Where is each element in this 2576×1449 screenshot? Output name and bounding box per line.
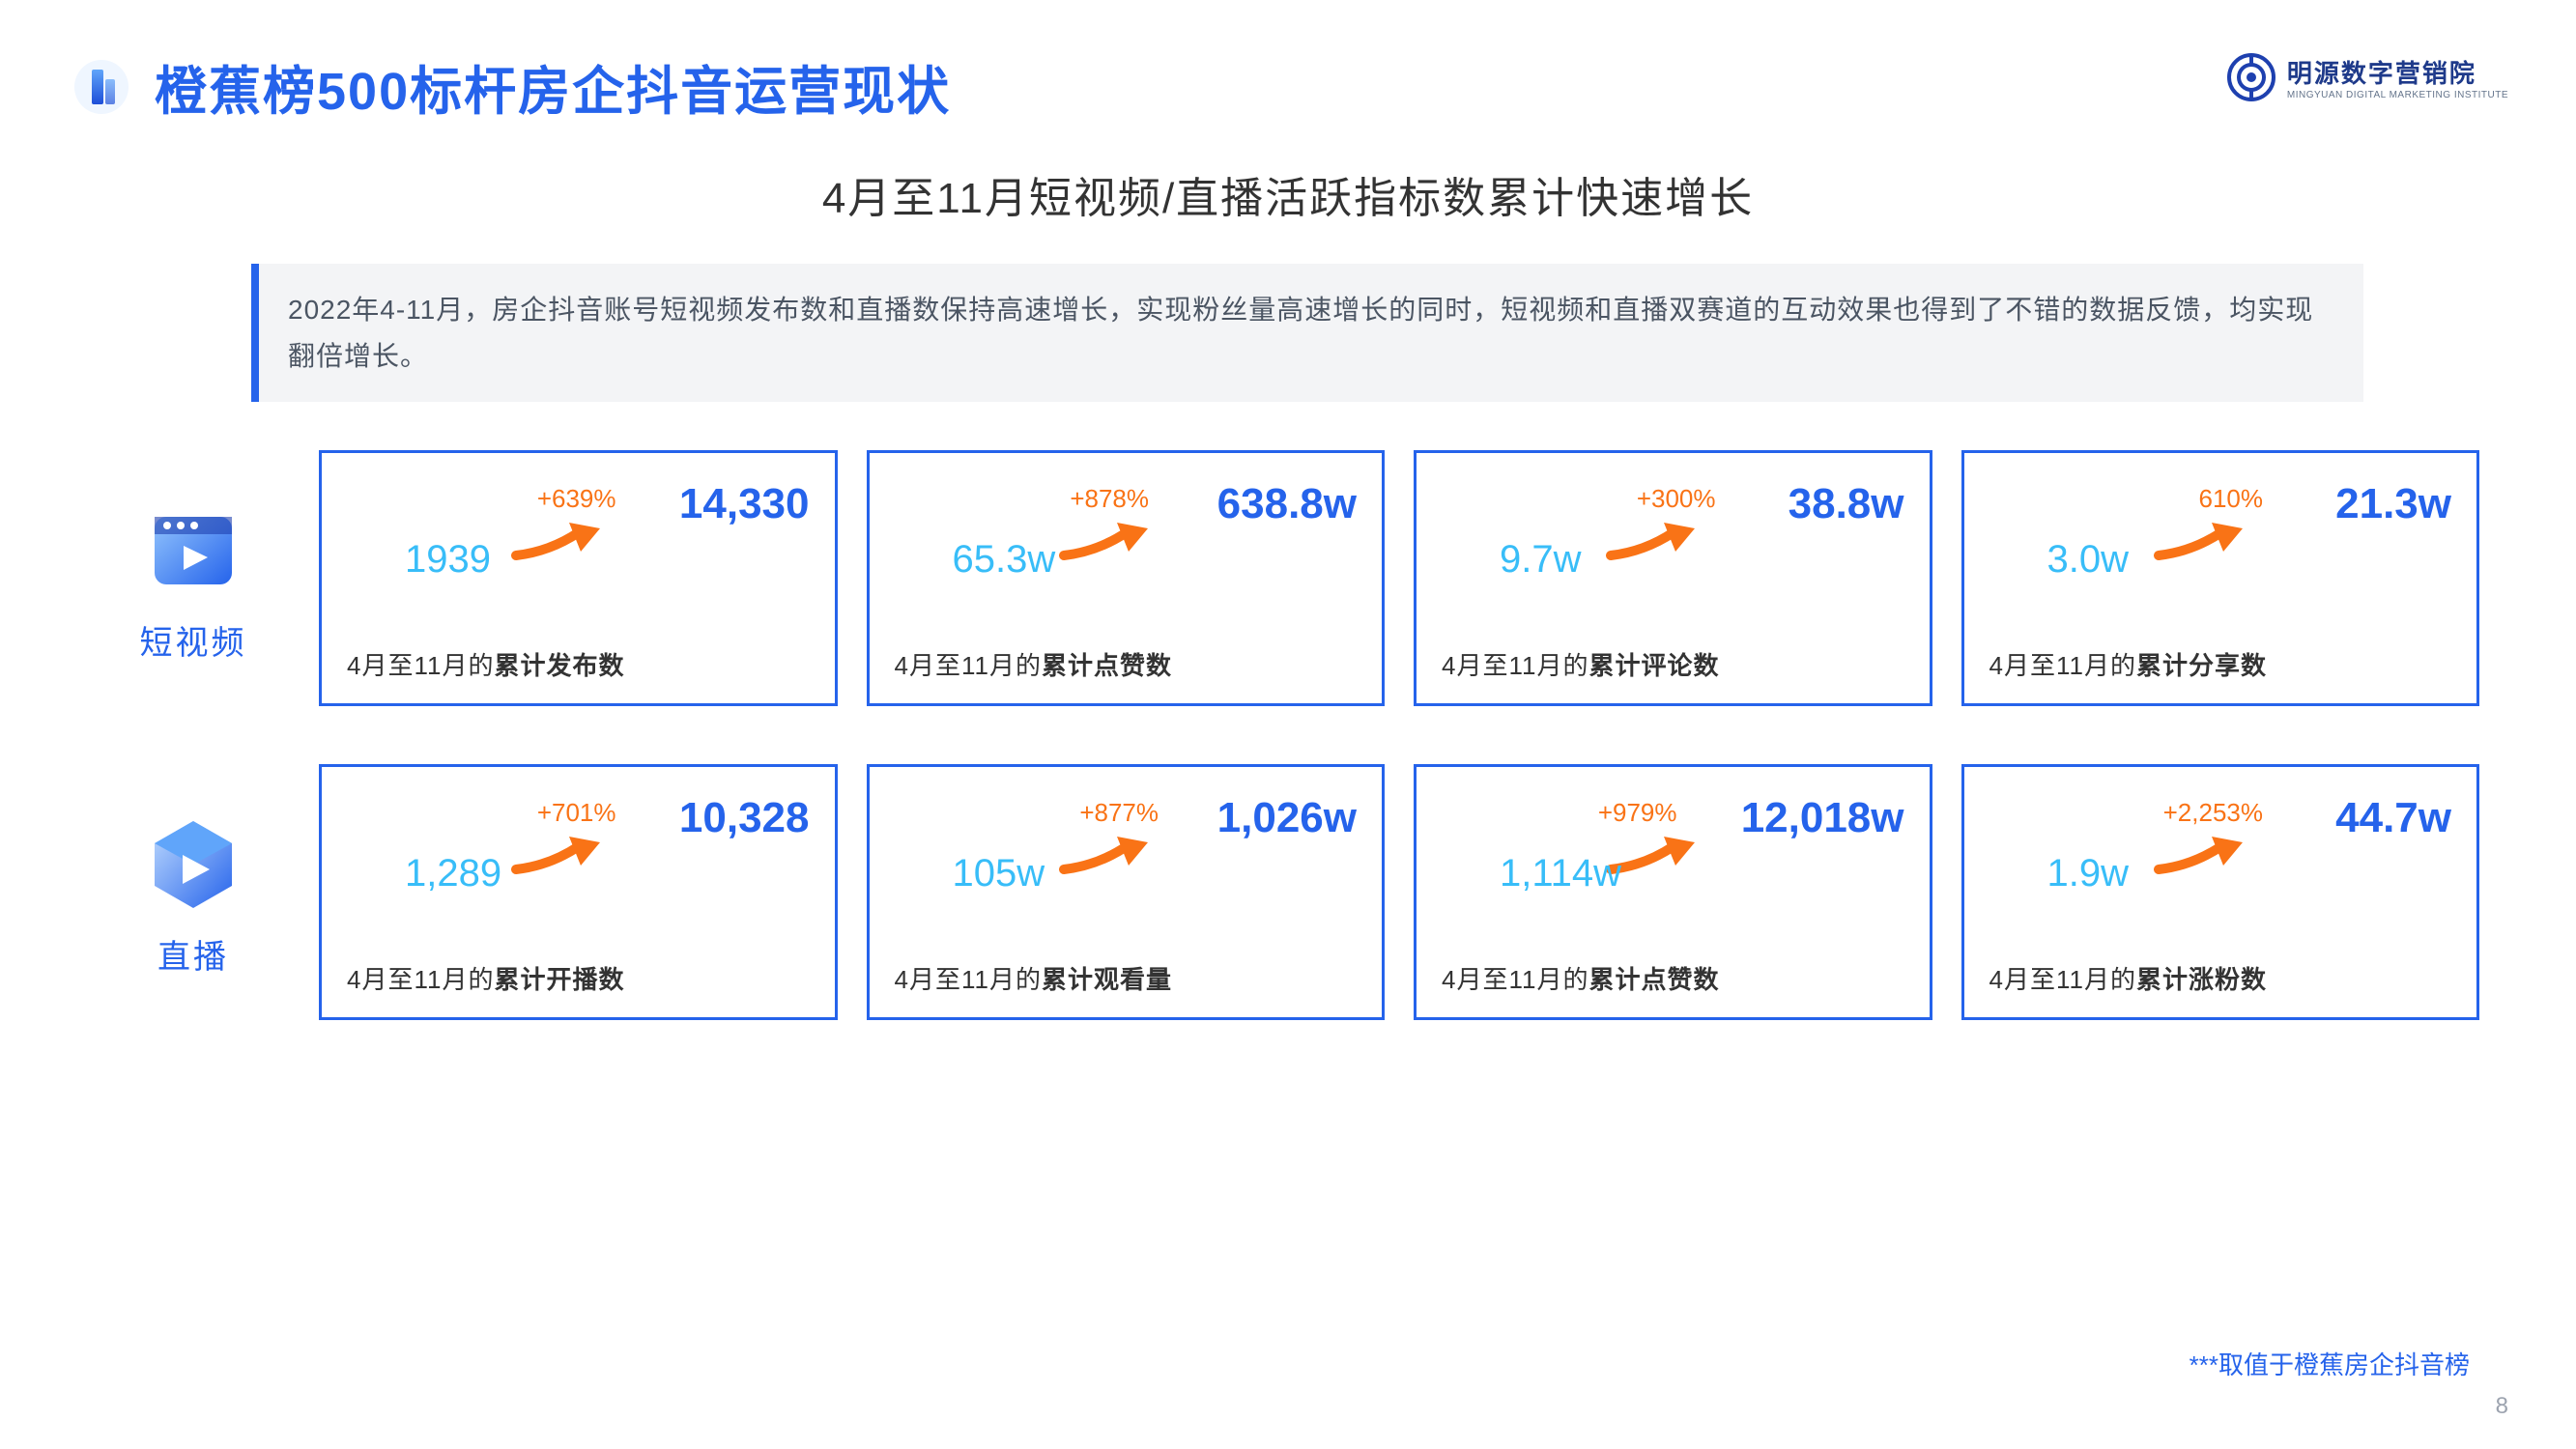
- footnote: ***取值于橙蕉房企抖音榜: [2190, 1346, 2470, 1381]
- percent-change: +2,253%: [2163, 798, 2263, 828]
- metric-card: 610% 21.3w 3.0w 4月至11月的累计分享数: [1961, 450, 2480, 706]
- end-value: 1,026w: [1217, 794, 1357, 842]
- card-caption: 4月至11月的累计涨粉数: [1989, 960, 2452, 996]
- page-number: 8: [2496, 1393, 2508, 1420]
- percent-change: +877%: [1079, 798, 1159, 828]
- growth-arrow-icon: [1059, 515, 1156, 563]
- end-value: 638.8w: [1217, 480, 1357, 528]
- end-value: 12,018w: [1741, 794, 1904, 842]
- logo-sub-text: MINGYUAN DIGITAL MARKETING INSTITUTE: [2287, 90, 2508, 100]
- title-bullet-icon: [68, 53, 135, 121]
- start-value: 65.3w: [953, 538, 1056, 582]
- start-value: 1.9w: [2047, 852, 2130, 895]
- growth-arrow-icon: [2154, 829, 2250, 877]
- metric-card: +979% 12,018w 1,114w 4月至11月的累计点赞数: [1414, 764, 1932, 1020]
- video-file-icon: [140, 493, 246, 599]
- card-caption: 4月至11月的累计发布数: [347, 646, 810, 682]
- growth-arrow-icon: [1059, 829, 1156, 877]
- brand-logo: 明源数字营销院 MINGYUAN DIGITAL MARKETING INSTI…: [2227, 53, 2508, 101]
- page-title: 橙蕉榜500标杆房企抖音运营现状: [155, 48, 951, 125]
- end-value: 10,328: [679, 794, 810, 842]
- start-value: 105w: [953, 852, 1045, 895]
- row-label: 直播: [97, 807, 290, 978]
- live-cube-icon: [140, 807, 246, 913]
- growth-arrow-icon: [511, 515, 608, 563]
- start-value: 1,289: [405, 852, 501, 895]
- content: 短视频 +639% 14,330 1939 4月至11月的累计发布数 +878% 638.…: [0, 402, 2576, 1020]
- row-title: 短视频: [140, 616, 247, 664]
- growth-arrow-icon: [2154, 515, 2250, 563]
- card-caption: 4月至11月的累计点赞数: [895, 646, 1358, 682]
- percent-change: +878%: [1070, 484, 1149, 514]
- card-caption: 4月至11月的累计观看量: [895, 960, 1358, 996]
- subtitle: 4月至11月短视频/直播活跃指标数累计快速增长: [0, 163, 2576, 225]
- row-title: 直播: [157, 930, 229, 978]
- start-value: 1939: [405, 538, 491, 582]
- start-value: 3.0w: [2047, 538, 2130, 582]
- row-label: 短视频: [97, 493, 290, 664]
- logo-mark-icon: [2227, 53, 2275, 101]
- end-value: 44.7w: [2335, 794, 2451, 842]
- cards-container: +701% 10,328 1,289 4月至11月的累计开播数 +877% 1,026w…: [319, 764, 2479, 1020]
- metric-card: +878% 638.8w 65.3w 4月至11月的累计点赞数: [867, 450, 1386, 706]
- description-box: 2022年4-11月，房企抖音账号短视频发布数和直播数保持高速增长，实现粉丝量高…: [251, 264, 2363, 402]
- logo-main-text: 明源数字营销院: [2287, 54, 2508, 90]
- card-caption: 4月至11月的累计点赞数: [1442, 960, 1904, 996]
- card-caption: 4月至11月的累计开播数: [347, 960, 810, 996]
- cards-container: +639%14,330 19394月至11月的累计发布数+878%638.8w …: [319, 450, 2479, 706]
- card-caption: 4月至11月的累计评论数: [1442, 646, 1904, 682]
- percent-change: +639%: [537, 484, 616, 514]
- percent-change: +300%: [1637, 484, 1716, 514]
- percent-change: +701%: [537, 798, 616, 828]
- end-value: 21.3w: [2335, 480, 2451, 528]
- growth-arrow-icon: [511, 829, 608, 877]
- metric-card: +877% 1,026w 105w 4月至11月的累计观看量: [867, 764, 1386, 1020]
- start-value: 9.7w: [1500, 538, 1582, 582]
- growth-arrow-icon: [1606, 515, 1703, 563]
- percent-change: 610%: [2199, 484, 2264, 514]
- metric-card: +2,253% 44.7w 1.9w 4月至11月的累计涨粉数: [1961, 764, 2480, 1020]
- end-value: 38.8w: [1789, 480, 1904, 528]
- metric-card: +639% 14,330 1939 4月至11月的累计发布数: [319, 450, 838, 706]
- metric-card: +701% 10,328 1,289 4月至11月的累计开播数: [319, 764, 838, 1020]
- metric-card: +300% 38.8w 9.7w 4月至11月的累计评论数: [1414, 450, 1932, 706]
- header: 橙蕉榜500标杆房企抖音运营现状: [0, 0, 2576, 144]
- end-value: 14,330: [679, 480, 810, 528]
- card-caption: 4月至11月的累计分享数: [1989, 646, 2452, 682]
- live-row: 直播 +701% 10,328 1,289 4月至11月的累计开播数 +877% 1,02…: [97, 764, 2479, 1020]
- percent-change: +979%: [1598, 798, 1677, 828]
- short-video-row: 短视频 +639% 14,330 1939 4月至11月的累计发布数 +878% 638.…: [97, 450, 2479, 706]
- start-value: 1,114w: [1500, 852, 1621, 895]
